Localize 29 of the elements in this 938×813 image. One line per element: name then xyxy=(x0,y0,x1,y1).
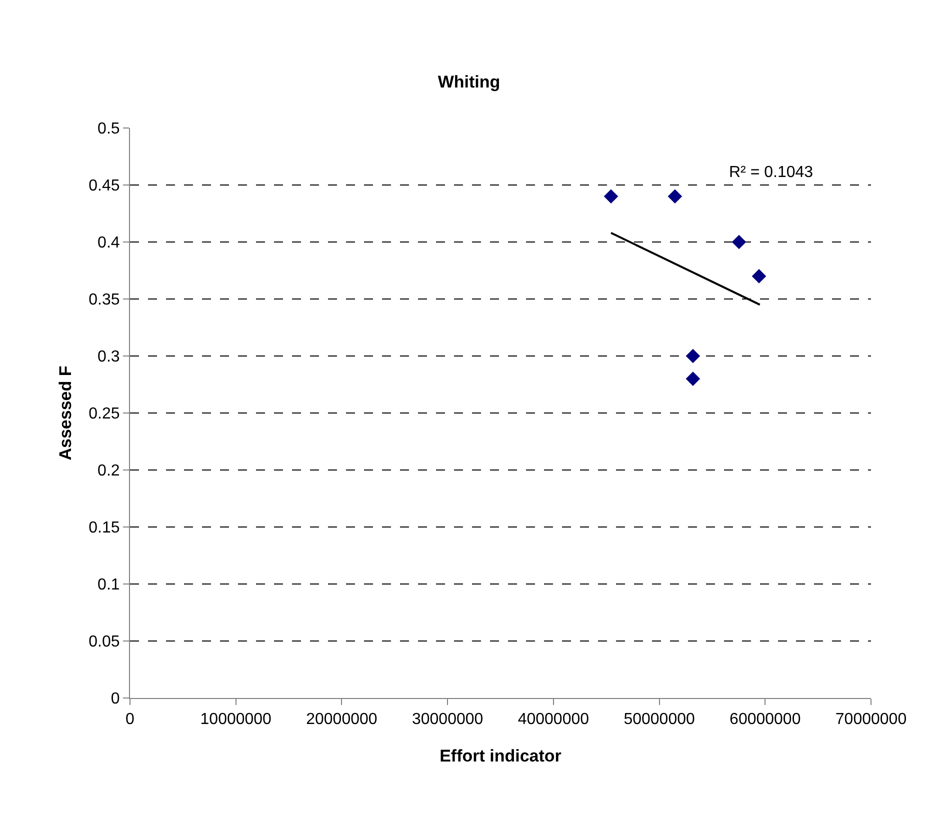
y-tick-label: 0.15 xyxy=(88,520,120,537)
point xyxy=(668,189,682,204)
point xyxy=(686,372,700,386)
x-axis-title: Effort indicator xyxy=(440,746,562,766)
x-tick-label: 50000000 xyxy=(624,711,695,728)
y-tick-label: 0.3 xyxy=(98,348,120,366)
point xyxy=(752,269,766,284)
annotation: R² = 0.1043 xyxy=(729,164,814,181)
x-tick-label: 20000000 xyxy=(306,711,378,728)
y-axis-title: Assessed F xyxy=(56,366,76,460)
point xyxy=(732,234,746,250)
x-tick-label: 40000000 xyxy=(518,711,590,728)
x-tick-label: 70000000 xyxy=(835,711,907,728)
x-tick-label: 60000000 xyxy=(730,711,801,728)
point xyxy=(686,348,700,364)
y-tick-label: 0.05 xyxy=(88,634,120,651)
y-tick-label: 0 xyxy=(110,690,120,708)
point xyxy=(604,189,618,204)
y-tick-label: 0.35 xyxy=(88,292,120,309)
y-tick-label: 0.25 xyxy=(88,406,120,423)
y-tick-label: 0.4 xyxy=(98,234,120,252)
y-tick-label: 0.45 xyxy=(88,178,120,195)
chart-title: Whiting xyxy=(438,72,500,92)
x-tick-label: 10000000 xyxy=(200,711,272,728)
x-tick-label: 30000000 xyxy=(412,711,484,728)
x-tick-label: 0 xyxy=(126,711,135,728)
y-tick-label: 0.2 xyxy=(98,462,120,480)
y-tick-label: 0.5 xyxy=(98,120,120,138)
y-tick-label: 0.1 xyxy=(98,576,120,594)
